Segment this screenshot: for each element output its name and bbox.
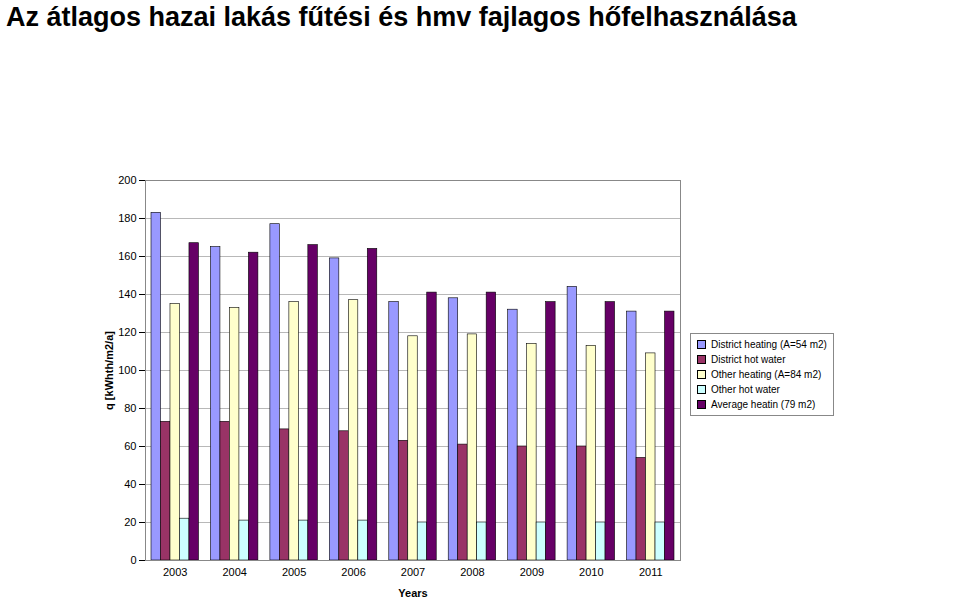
svg-text:2011: 2011 xyxy=(639,566,663,578)
svg-text:180: 180 xyxy=(118,212,136,224)
svg-text:2003: 2003 xyxy=(163,566,187,578)
svg-text:2010: 2010 xyxy=(579,566,603,578)
html-text:District hot water: District hot water xyxy=(711,354,786,365)
svg-text:60: 60 xyxy=(124,440,136,452)
svg-text:2005: 2005 xyxy=(282,566,306,578)
svg-text:2009: 2009 xyxy=(520,566,544,578)
html-text:Az átlagos hazai lakás fűtési: Az átlagos hazai lakás fűtési és hmv faj… xyxy=(6,2,797,32)
svg-text:2008: 2008 xyxy=(460,566,484,578)
html-text:Other heating (A=84 m2): Other heating (A=84 m2) xyxy=(711,369,822,380)
svg-text:20: 20 xyxy=(124,516,136,528)
html-text:Other hot water: Other hot water xyxy=(711,384,780,395)
svg-text:40: 40 xyxy=(124,478,136,490)
svg-text:120: 120 xyxy=(118,326,136,338)
svg-text:100: 100 xyxy=(118,364,136,376)
svg-text:200: 200 xyxy=(118,174,136,186)
svg-text:80: 80 xyxy=(124,402,136,414)
svg-text:160: 160 xyxy=(118,250,136,262)
html-text:District heating (A=54 m2): District heating (A=54 m2) xyxy=(711,339,827,350)
html-text:Average heatin (79 m2): Average heatin (79 m2) xyxy=(711,399,816,410)
svg-text:0: 0 xyxy=(130,554,136,566)
svg-text:2007: 2007 xyxy=(401,566,425,578)
svg-text:Years: Years xyxy=(398,587,427,599)
svg-text:q [kWhth/m2/a]: q [kWhth/m2/a] xyxy=(103,331,115,410)
svg-text:2006: 2006 xyxy=(341,566,365,578)
svg-text:2004: 2004 xyxy=(222,566,246,578)
svg-text:140: 140 xyxy=(118,288,136,300)
